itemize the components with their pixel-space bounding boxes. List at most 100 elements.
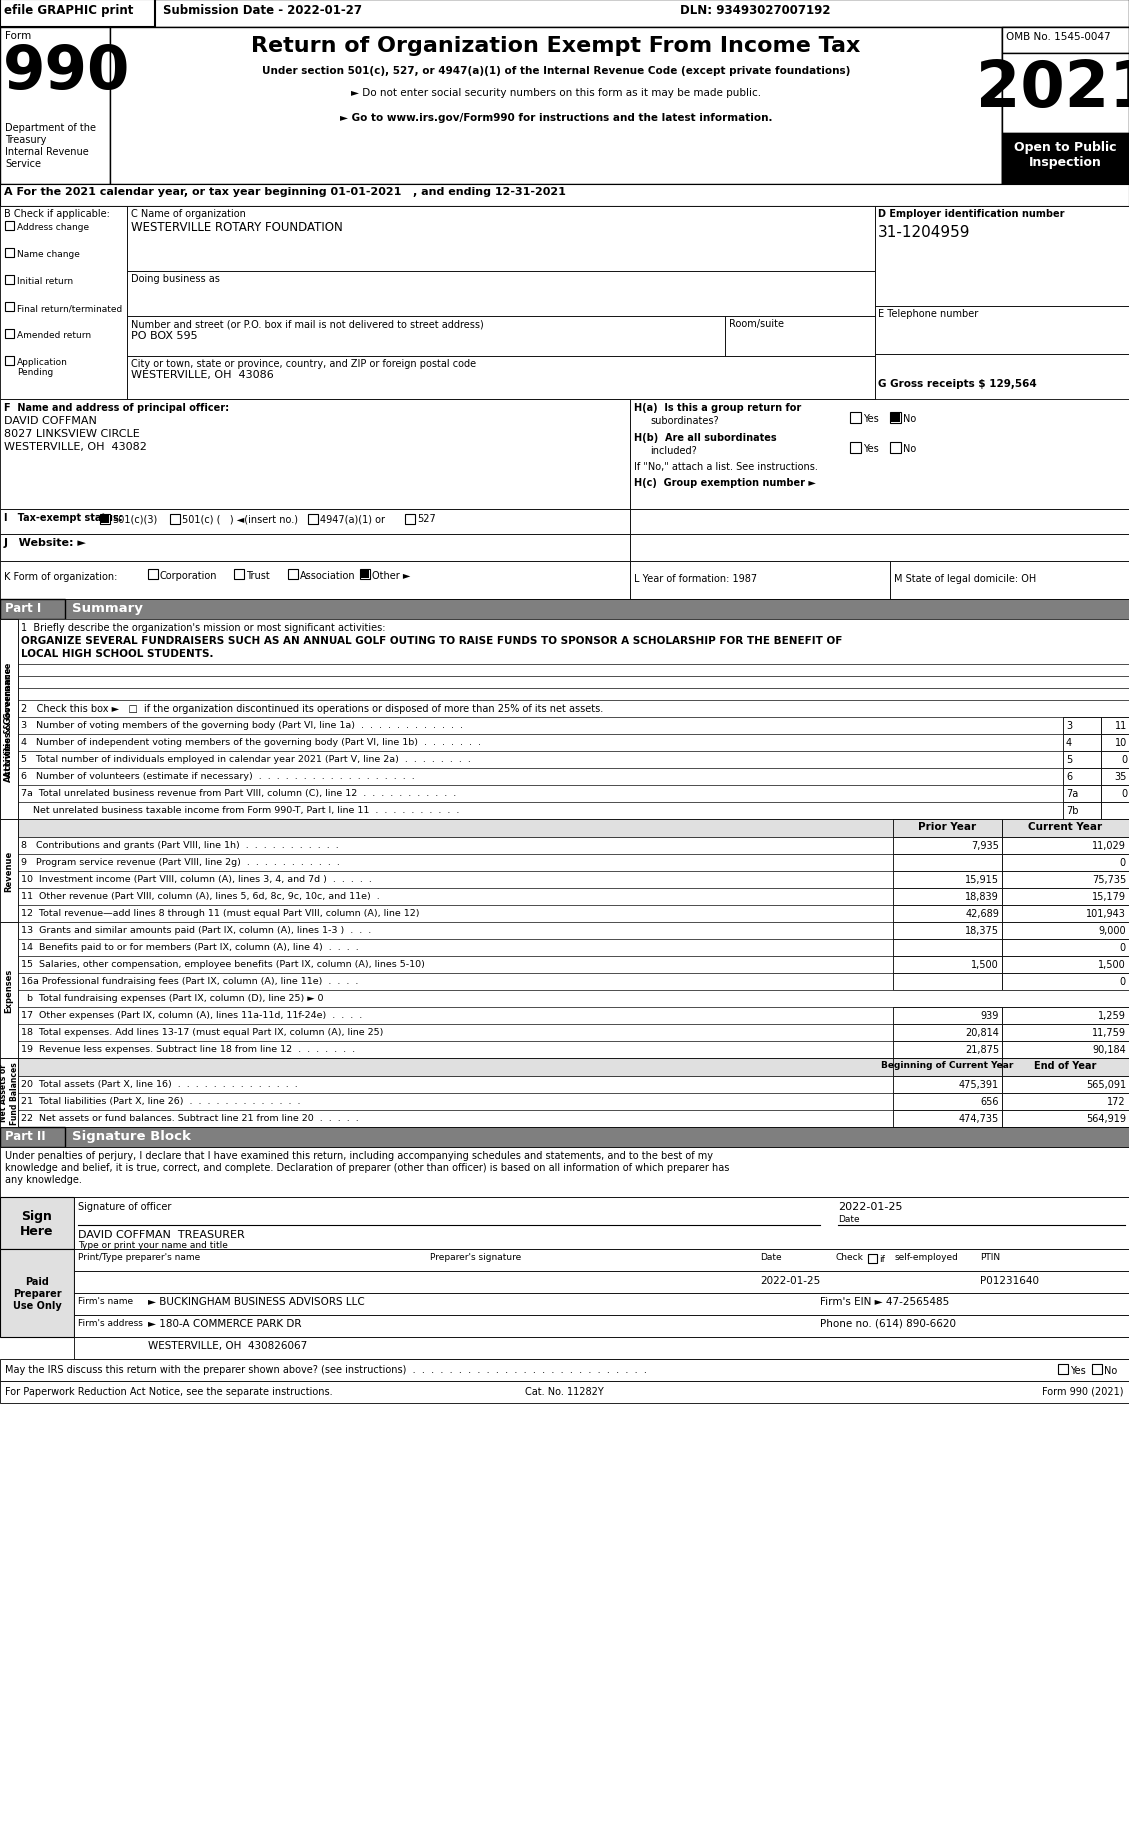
Text: Date: Date bbox=[838, 1215, 859, 1222]
Text: 8   Contributions and grants (Part VIII, line 1h)  .  .  .  .  .  .  .  .  .  . : 8 Contributions and grants (Part VIII, l… bbox=[21, 840, 339, 849]
Bar bbox=[893, 1058, 1003, 1076]
Bar bbox=[18, 820, 1129, 838]
Bar bbox=[0, 511, 630, 534]
Text: 2022-01-25: 2022-01-25 bbox=[838, 1200, 902, 1211]
Bar bbox=[893, 889, 1003, 906]
Text: 19  Revenue less expenses. Subtract line 18 from line 12  .  .  .  .  .  .  .: 19 Revenue less expenses. Subtract line … bbox=[21, 1045, 356, 1054]
Text: 3   Number of voting members of the governing body (Part VI, line 1a)  .  .  .  : 3 Number of voting members of the govern… bbox=[21, 721, 463, 730]
Bar bbox=[890, 562, 1129, 600]
Bar bbox=[18, 620, 1129, 664]
Text: 527: 527 bbox=[417, 514, 436, 523]
Text: H(c)  Group exemption number ►: H(c) Group exemption number ► bbox=[634, 478, 816, 489]
Text: 7a: 7a bbox=[1066, 789, 1078, 798]
Text: 474,735: 474,735 bbox=[959, 1113, 999, 1124]
Text: included?: included? bbox=[650, 447, 697, 456]
Text: Activities & Governance: Activities & Governance bbox=[5, 662, 14, 776]
Bar bbox=[18, 906, 1129, 922]
Bar bbox=[148, 569, 158, 580]
Bar bbox=[0, 1197, 75, 1250]
Text: H(a)  Is this a group return for: H(a) Is this a group return for bbox=[634, 403, 802, 414]
Bar bbox=[0, 620, 18, 820]
Text: Treasury: Treasury bbox=[5, 135, 46, 145]
Text: 6   Number of volunteers (estimate if necessary)  .  .  .  .  .  .  .  .  .  .  : 6 Number of volunteers (estimate if nece… bbox=[21, 772, 414, 781]
Text: 0: 0 bbox=[1121, 789, 1127, 798]
Bar bbox=[1101, 769, 1129, 785]
Text: Activities & Governance: Activities & Governance bbox=[5, 668, 14, 781]
Text: Service: Service bbox=[5, 159, 41, 168]
Bar bbox=[110, 27, 1003, 185]
Text: C Name of organization: C Name of organization bbox=[131, 209, 246, 220]
Text: 5: 5 bbox=[1066, 754, 1073, 765]
Bar bbox=[0, 1360, 1129, 1382]
Text: 1  Briefly describe the organization's mission or most significant activities:: 1 Briefly describe the organization's mi… bbox=[21, 622, 385, 633]
Text: 4: 4 bbox=[1066, 737, 1073, 748]
Text: Under section 501(c), 527, or 4947(a)(1) of the Internal Revenue Code (except pr: Under section 501(c), 527, or 4947(a)(1)… bbox=[262, 66, 850, 77]
Bar bbox=[1003, 838, 1129, 855]
Text: Yes: Yes bbox=[863, 414, 878, 425]
Text: Name change: Name change bbox=[17, 251, 80, 258]
Text: Internal Revenue: Internal Revenue bbox=[5, 146, 89, 157]
Text: 1,500: 1,500 bbox=[971, 959, 999, 970]
Bar bbox=[1003, 1008, 1129, 1025]
Text: 11,759: 11,759 bbox=[1092, 1027, 1126, 1038]
Text: For Paperwork Reduction Act Notice, see the separate instructions.: For Paperwork Reduction Act Notice, see … bbox=[5, 1387, 333, 1396]
Text: Expenses: Expenses bbox=[5, 968, 14, 1012]
Bar bbox=[0, 600, 1129, 620]
Text: 9,000: 9,000 bbox=[1099, 926, 1126, 935]
Bar bbox=[893, 1008, 1003, 1025]
Text: 564,919: 564,919 bbox=[1086, 1113, 1126, 1124]
Bar bbox=[18, 677, 1129, 688]
Bar bbox=[18, 871, 1129, 889]
Text: H(b)  Are all subordinates: H(b) Are all subordinates bbox=[634, 432, 777, 443]
Text: 3: 3 bbox=[1066, 721, 1073, 730]
Bar bbox=[170, 514, 180, 525]
Bar bbox=[893, 1093, 1003, 1111]
Text: Firm's address: Firm's address bbox=[78, 1318, 143, 1327]
Text: 5   Total number of individuals employed in calendar year 2021 (Part V, line 2a): 5 Total number of individuals employed i… bbox=[21, 754, 471, 763]
Text: L Year of formation: 1987: L Year of formation: 1987 bbox=[634, 573, 758, 584]
Text: Cat. No. 11282Y: Cat. No. 11282Y bbox=[525, 1387, 603, 1396]
Text: Application
Pending: Application Pending bbox=[17, 359, 68, 377]
Text: 10  Investment income (Part VIII, column (A), lines 3, 4, and 7d )  .  .  .  .  : 10 Investment income (Part VIII, column … bbox=[21, 875, 371, 884]
Text: Signature Block: Signature Block bbox=[72, 1129, 191, 1142]
Bar bbox=[18, 1008, 1129, 1025]
Text: K Form of organization:: K Form of organization: bbox=[5, 571, 117, 582]
Text: Date: Date bbox=[760, 1252, 781, 1261]
Bar bbox=[126, 273, 875, 317]
Text: 2022-01-25: 2022-01-25 bbox=[760, 1276, 821, 1285]
Text: Print/Type preparer's name: Print/Type preparer's name bbox=[78, 1252, 200, 1261]
Text: 11,029: 11,029 bbox=[1092, 840, 1126, 851]
Bar bbox=[1003, 974, 1129, 990]
Text: DLN: 93493027007192: DLN: 93493027007192 bbox=[680, 4, 831, 16]
Bar bbox=[1003, 1093, 1129, 1111]
Text: Under penalties of perjury, I declare that I have examined this return, includin: Under penalties of perjury, I declare th… bbox=[5, 1151, 714, 1160]
Text: 75,735: 75,735 bbox=[1092, 875, 1126, 884]
Bar bbox=[18, 1041, 1129, 1058]
Text: Firm's EIN ► 47-2565485: Firm's EIN ► 47-2565485 bbox=[820, 1296, 949, 1307]
Bar bbox=[630, 399, 1129, 511]
Text: 18,375: 18,375 bbox=[965, 926, 999, 935]
Bar bbox=[893, 1041, 1003, 1058]
Bar bbox=[1003, 906, 1129, 922]
Text: J   Website: ►: J Website: ► bbox=[5, 538, 87, 547]
Bar bbox=[1003, 820, 1129, 838]
Text: Firm's name: Firm's name bbox=[78, 1296, 133, 1305]
Text: 501(c) (   ) ◄(insert no.): 501(c) ( ) ◄(insert no.) bbox=[182, 514, 298, 523]
Text: 475,391: 475,391 bbox=[959, 1080, 999, 1089]
Bar bbox=[1003, 1076, 1129, 1093]
Text: 939: 939 bbox=[981, 1010, 999, 1021]
Text: 17  Other expenses (Part IX, column (A), lines 11a-11d, 11f-24e)  .  .  .  .: 17 Other expenses (Part IX, column (A), … bbox=[21, 1010, 362, 1019]
Bar bbox=[893, 1111, 1003, 1127]
Bar bbox=[1003, 27, 1129, 53]
Text: 31-1204959: 31-1204959 bbox=[878, 225, 971, 240]
Bar bbox=[18, 803, 1129, 820]
Bar bbox=[893, 838, 1003, 855]
Text: Prior Year: Prior Year bbox=[918, 822, 977, 831]
Bar bbox=[75, 1338, 1129, 1360]
Bar bbox=[18, 939, 1129, 957]
Text: ► BUCKINGHAM BUSINESS ADVISORS LLC: ► BUCKINGHAM BUSINESS ADVISORS LLC bbox=[148, 1296, 365, 1307]
Bar bbox=[893, 906, 1003, 922]
Text: 1,500: 1,500 bbox=[1099, 959, 1126, 970]
Text: WESTERVILLE, OH  43082: WESTERVILLE, OH 43082 bbox=[5, 441, 147, 452]
Bar bbox=[1064, 752, 1101, 769]
